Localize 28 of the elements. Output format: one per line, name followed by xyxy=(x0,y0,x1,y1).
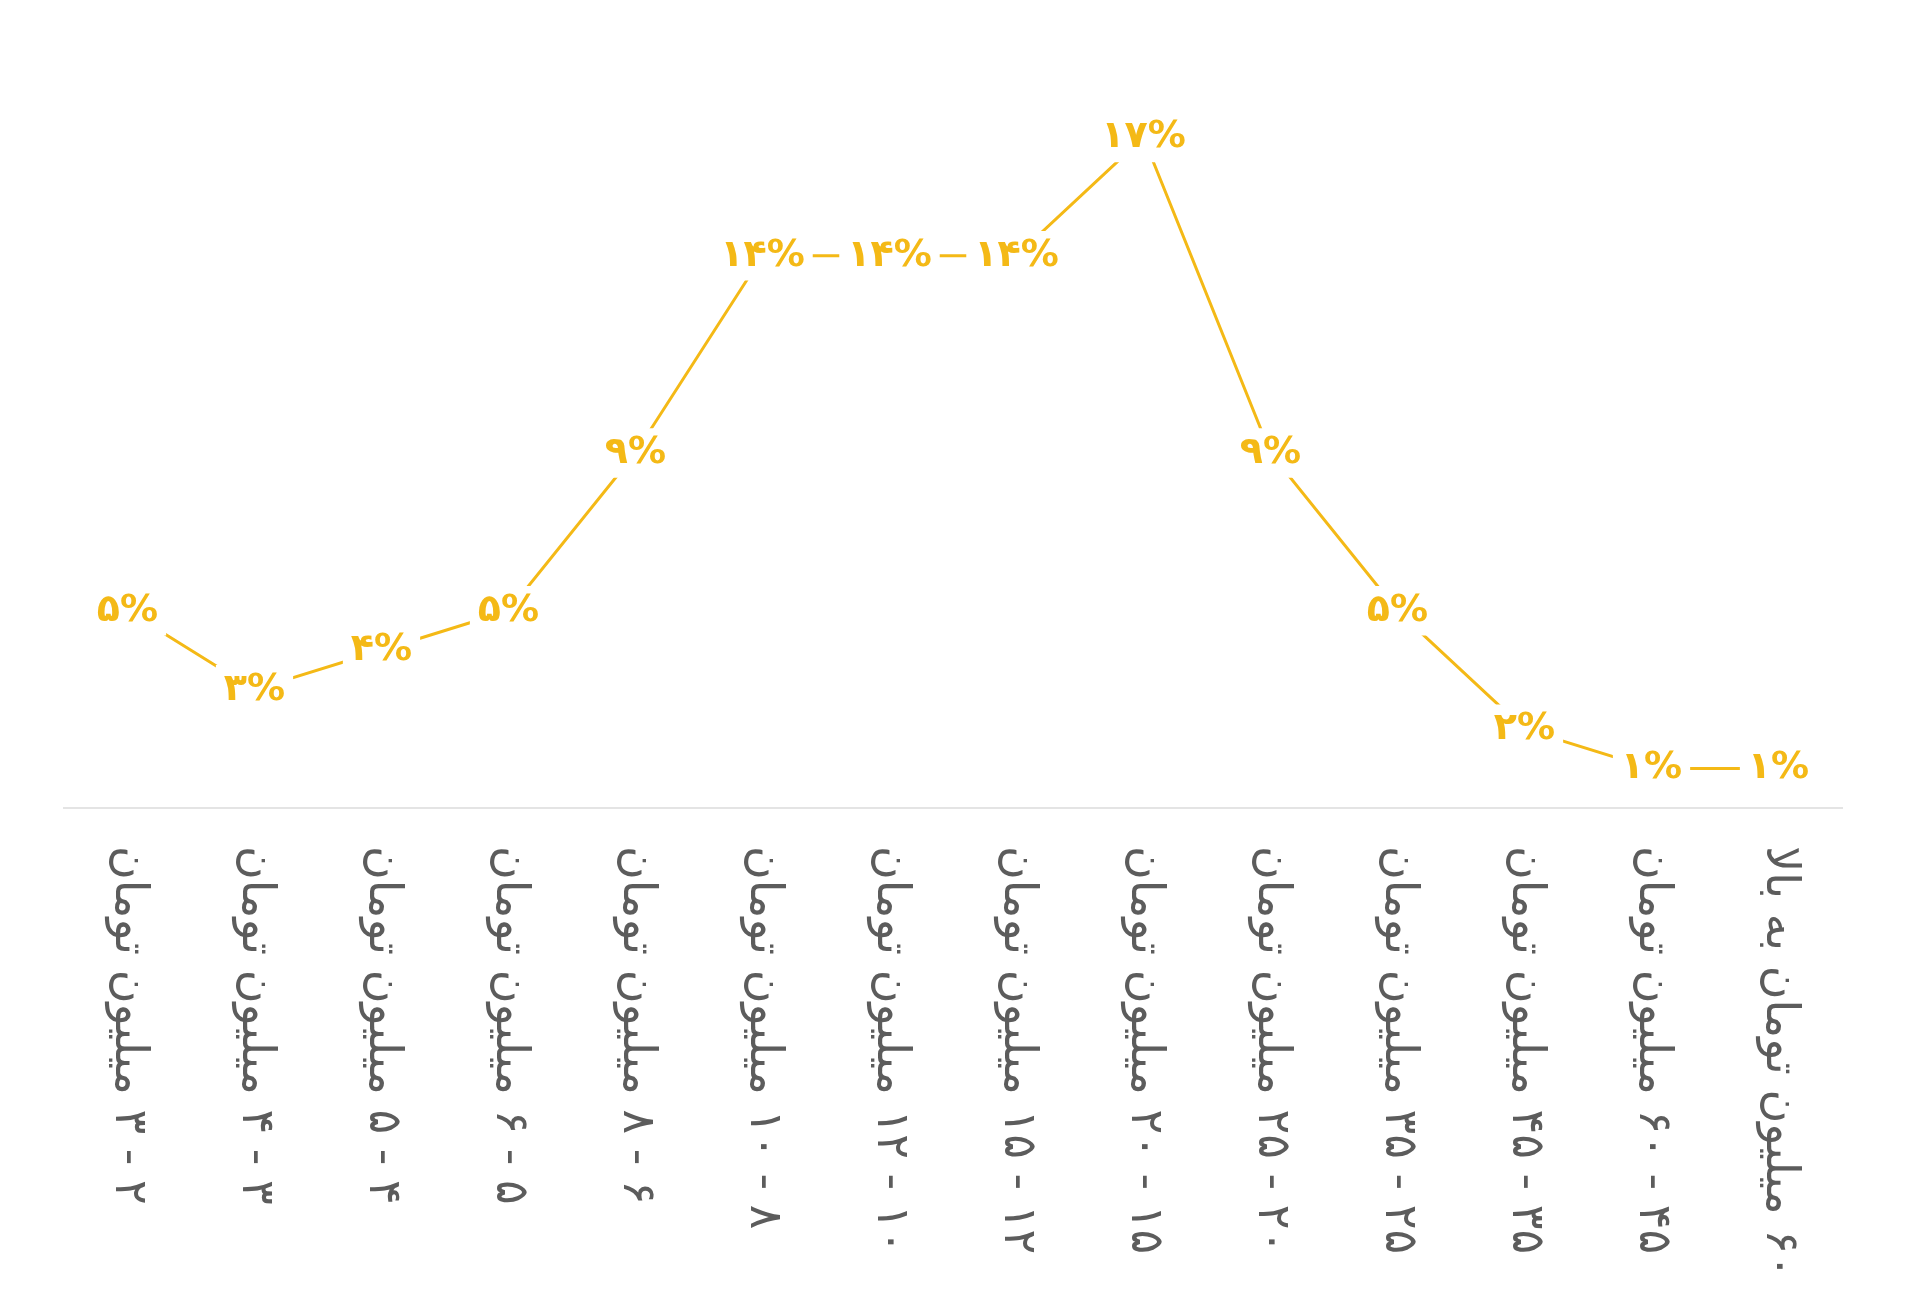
data-label: ۲% xyxy=(1493,703,1556,748)
x-tick-label: ۳۵ - ۴۵ میلیون تومان xyxy=(1500,846,1556,1255)
x-tick-label: ۴ - ۵ میلیون تومان xyxy=(357,846,413,1205)
x-tick-label: ۵ - ۶ میلیون تومان xyxy=(484,846,540,1205)
data-label: ۵% xyxy=(477,585,540,630)
x-tick-label: ۱۵ - ۲۰ میلیون تومان xyxy=(1119,846,1175,1255)
data-label: ۳% xyxy=(223,664,286,709)
x-tick-label: ۳ - ۴ میلیون تومان xyxy=(230,846,286,1205)
x-tick-label: ۶۰ میلیون تومان به بالا xyxy=(1754,846,1810,1279)
data-label: ۱% xyxy=(1620,743,1683,788)
data-label: ۱۴% xyxy=(720,230,805,275)
data-label: ۵% xyxy=(1366,585,1429,630)
data-label: ۱۴% xyxy=(974,230,1059,275)
data-label: ۱۷% xyxy=(1101,112,1186,157)
data-label: ۴% xyxy=(350,625,413,670)
x-tick-label: ۲۰ - ۲۵ میلیون تومان xyxy=(1246,846,1302,1255)
x-tick-label: ۱۰ - ۱۲ میلیون تومان xyxy=(865,846,921,1255)
x-tick-label: ۲۵ - ۳۵ میلیون تومان xyxy=(1373,846,1429,1255)
data-label: ۱۴% xyxy=(847,230,932,275)
data-label: ۱% xyxy=(1747,743,1810,788)
data-label: ۵% xyxy=(96,585,159,630)
x-tick-label: ۱۲ - ۱۵ میلیون تومان xyxy=(992,846,1048,1255)
x-tick-label: ۶ - ۸ میلیون تومان xyxy=(611,846,667,1205)
x-tick-label: ۸ - ۱۰ میلیون تومان xyxy=(738,846,794,1230)
x-tick-label: ۲ - ۳ میلیون تومان xyxy=(103,846,159,1205)
data-label: ۹% xyxy=(1239,427,1302,472)
x-tick-label: ۴۵ - ۶۰ میلیون تومان xyxy=(1627,846,1683,1255)
data-label: ۹% xyxy=(604,427,667,472)
